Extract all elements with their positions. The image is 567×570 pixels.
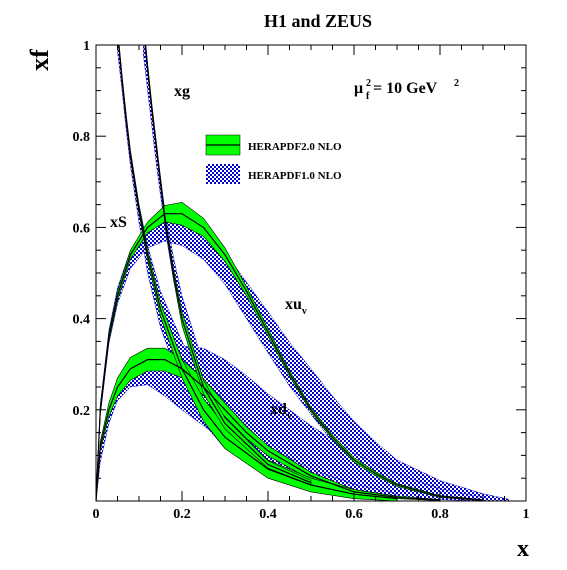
scale-value-sup: 2	[454, 78, 459, 89]
curve-label-xuv: xuv	[285, 296, 307, 317]
curve-label-xdv: xdv	[270, 401, 292, 422]
curve-labels: xg xS xuv xdv	[110, 83, 307, 422]
legend: HERAPDF2.0 NLO HERAPDF1.0 NLO	[205, 134, 342, 184]
central-line-xd-v-herapdf2	[96, 359, 441, 501]
x-tick-label: 1	[523, 507, 530, 522]
y-tick-label: 0.6	[73, 221, 91, 236]
legend-item-herapdf2: HERAPDF2.0 NLO	[205, 134, 342, 156]
curve-label-xg: xg	[174, 83, 190, 100]
y-tick-label: 1	[83, 39, 90, 54]
central-line-xs-herapdf2	[144, 45, 312, 484]
curve-label-xs: xS	[110, 214, 127, 231]
y-tick-label: 0.8	[73, 130, 91, 145]
x-tick-label: 0.8	[431, 507, 449, 522]
scale-mu: μ	[354, 80, 363, 97]
x-tick-label: 0.2	[173, 507, 191, 522]
y-tick-label: 0.2	[73, 404, 91, 419]
scale-annotation: μ 2 f = 10 GeV 2	[354, 78, 459, 102]
legend-label-herapdf1: HERAPDF1.0 NLO	[248, 170, 342, 182]
y-tick-label: 0.4	[73, 313, 91, 328]
chart-title: H1 and ZEUS	[264, 11, 372, 31]
central-line-xg-herapdf2	[118, 45, 398, 500]
y-axis-label: xf	[25, 49, 54, 71]
x-axis-label: x	[517, 536, 529, 562]
scale-mu-sub: f	[366, 91, 370, 102]
band-xg-herapdf2	[118, 45, 398, 501]
legend-label-herapdf2: HERAPDF2.0 NLO	[248, 141, 342, 153]
x-tick-label: 0.6	[345, 507, 363, 522]
x-tick-label: 0	[93, 507, 100, 522]
scale-value: = 10 GeV	[373, 80, 438, 97]
x-tick-label: 0.4	[259, 507, 277, 522]
scale-mu-sup: 2	[366, 78, 371, 89]
central-line-xu-v-herapdf2	[96, 213, 484, 501]
legend-item-herapdf1: HERAPDF1.0 NLO	[206, 164, 342, 184]
legend-swatch-herapdf1	[206, 164, 240, 184]
